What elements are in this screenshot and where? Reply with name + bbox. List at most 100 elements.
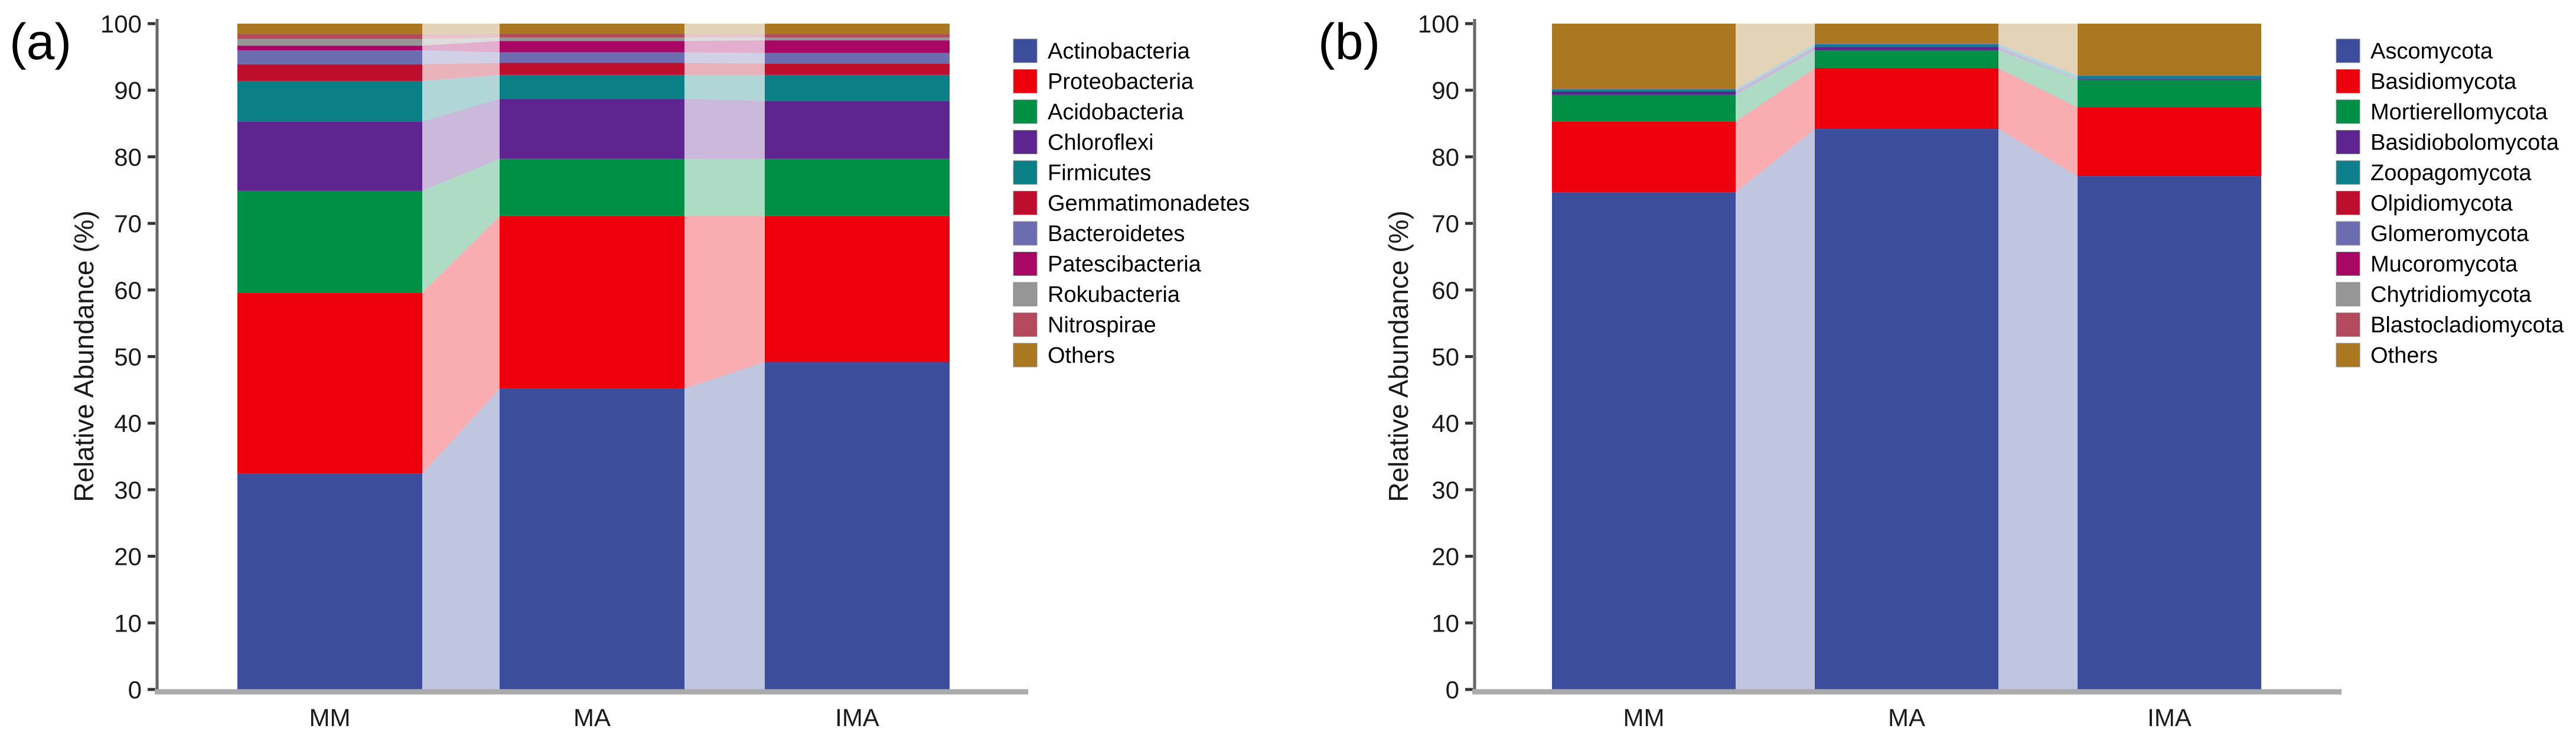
- bar-segment-Basidiomycota-MM: [1552, 121, 1736, 193]
- legend-label: Mucoromycota: [2370, 252, 2518, 277]
- y-tick-label: 0: [1446, 676, 1459, 704]
- flow-Actinobacteria: [422, 388, 500, 689]
- panel-b-legend: Ascomycota Basidiomycota Mortierellomycota…: [2336, 38, 2564, 368]
- flow-Zoopagomycota: [1998, 44, 2078, 80]
- legend-label: Chloroflexi: [1048, 131, 1154, 155]
- y-tick-label: 0: [128, 676, 142, 704]
- flow-Mortierellomycota: [1736, 50, 1815, 122]
- legend-label: Acidobacteria: [1048, 100, 1184, 125]
- bar-segment-Chloroflexi-MM: [237, 121, 422, 191]
- bar-segment-Ascomycota-MM: [1552, 192, 1736, 690]
- bar-segment-Proteobacteria-MA: [500, 216, 684, 389]
- flow-Bacteroidetes: [684, 52, 765, 64]
- panel-a: 0 10 20 30 40 50 60 70 80 90 100 MM MA IMA Actinobacte…: [100, 10, 1250, 731]
- legend-item-Others: Others: [2336, 343, 2438, 368]
- bar-segment-Gemmatimonadetes-MA: [500, 63, 684, 75]
- legend-item-Actinobacteria: Actinobacteria: [1013, 38, 1191, 64]
- panel-a-bars: [237, 24, 950, 689]
- bar-segment-Rokubacteria-MM: [237, 38, 422, 46]
- bar-segment-Patescibacteria-MM: [237, 45, 422, 51]
- bar-segment-Acidobacteria-IMA: [765, 158, 950, 216]
- y-tick-label: 50: [114, 343, 142, 371]
- bar-segment-Patescibacteria-IMA: [765, 40, 950, 53]
- bar-segment-Basidiobolomycota-MM: [1552, 91, 1736, 95]
- bar-segment-Others-IMA: [2078, 24, 2261, 76]
- bar-segment-Nitrospirae-IMA: [765, 34, 950, 38]
- bar-segment-Acidobacteria-MM: [237, 190, 422, 293]
- bar-segment-Nitrospirae-MM: [237, 34, 422, 39]
- bar-segment-Actinobacteria-MM: [237, 473, 422, 689]
- legend-item-Glomeromycota: Glomeromycota: [2336, 221, 2529, 246]
- bar-segment-Firmicutes-MA: [500, 74, 684, 99]
- legend-label: Basidiobolomycota: [2370, 131, 2559, 155]
- legend-label: Ascomycota: [2370, 39, 2493, 64]
- legend-label: Chytridiomycota: [2370, 282, 2532, 307]
- bar-segment-Actinobacteria-IMA: [765, 362, 950, 689]
- legend-item-Acidobacteria: Acidobacteria: [1013, 99, 1184, 125]
- y-tick-label: 30: [1432, 476, 1459, 504]
- flow-Chloroflexi: [422, 99, 500, 191]
- bar-segment-Chloroflexi-IMA: [765, 100, 950, 159]
- x-category-label-MM: MM: [309, 704, 351, 731]
- legend-swatch-icon: [1013, 221, 1038, 246]
- legend-swatch-icon: [2336, 99, 2360, 124]
- y-tick-label: 100: [1418, 10, 1459, 38]
- flow-Others: [1736, 24, 1815, 89]
- bar-segment-Others-MA: [1815, 24, 1998, 44]
- legend-item-Zoopagomycota: Zoopagomycota: [2336, 160, 2532, 186]
- flow-Ascomycota: [1998, 129, 2078, 690]
- legend-swatch-icon: [1013, 343, 1038, 367]
- y-tick-label: 60: [114, 276, 142, 304]
- bar-segment-Zoopagomycota-IMA: [2078, 76, 2261, 80]
- legend-item-Firmicutes: Firmicutes: [1013, 160, 1151, 186]
- flow-Basidiomycota: [1736, 68, 1815, 193]
- panel-b-flows: [1736, 24, 2078, 690]
- bar-segment-Glomeromycota-IMA: [2078, 75, 2261, 76]
- flow-Bacteroidetes: [422, 50, 500, 64]
- bar-segment-Rokubacteria-IMA: [765, 37, 950, 41]
- bar-segment-Gemmatimonadetes-MM: [237, 64, 422, 81]
- legend-item-Mortierellomycota: Mortierellomycota: [2336, 99, 2548, 125]
- y-tick-label: 10: [1432, 609, 1459, 637]
- legend-item-Olpidiomycota: Olpidiomycota: [2336, 191, 2513, 216]
- flow-Basidiobolomycota: [1998, 47, 2078, 80]
- bar-segment-Others-MM: [1552, 24, 1736, 89]
- flow-Actinobacteria: [684, 362, 765, 689]
- x-category-label-MA: MA: [1888, 704, 1925, 731]
- bar-segment-Patescibacteria-MA: [500, 41, 684, 53]
- bar-segment-Firmicutes-IMA: [765, 74, 950, 101]
- x-category-label-MM: MM: [1623, 704, 1665, 731]
- legend-swatch-icon: [2336, 221, 2360, 246]
- y-tick-label: 70: [1432, 210, 1459, 238]
- bar-segment-Ascomycota-MA: [1815, 129, 1998, 690]
- legend-label: Firmicutes: [1048, 161, 1151, 186]
- legend-label: Actinobacteria: [1048, 39, 1191, 64]
- bar-segment-Others-IMA: [765, 24, 950, 35]
- legend-swatch-icon: [2336, 191, 2360, 215]
- flow-Gemmatimonadetes: [684, 63, 765, 75]
- flow-Glomeromycota: [1998, 43, 2078, 76]
- legend-item-Chytridiomycota: Chytridiomycota: [2336, 282, 2532, 307]
- bar-segment-Actinobacteria-MA: [500, 388, 684, 689]
- y-tick-label: 30: [114, 476, 142, 504]
- legend-swatch-icon: [2336, 282, 2360, 307]
- bar-segment-Basidiobolomycota-MA: [1815, 47, 1998, 51]
- bar-segment-Mortierellomycota-MA: [1815, 50, 1998, 69]
- y-tick-label: 10: [114, 609, 142, 637]
- legend-label: Olpidiomycota: [2370, 191, 2513, 216]
- panel-a-x-labels: MM MA IMA: [309, 704, 879, 731]
- flow-Chloroflexi: [684, 99, 765, 159]
- bar-segment-Basidiobolomycota-IMA: [2078, 79, 2261, 80]
- bar-segment-Mortierellomycota-IMA: [2078, 79, 2261, 108]
- flow-Proteobacteria: [684, 216, 765, 389]
- legend-label: Gemmatimonadetes: [1048, 191, 1250, 216]
- y-tick-label: 20: [1432, 543, 1459, 571]
- y-tick-label: 40: [1432, 409, 1459, 437]
- flow-Acidobacteria: [684, 158, 765, 216]
- legend-item-Others: Others: [1013, 343, 1115, 368]
- panel-b-y-axis: 0 10 20 30 40 50 60 70 80 90 100: [1418, 10, 1476, 704]
- flow-Zoopagomycota: [1736, 44, 1815, 92]
- y-tick-label: 80: [1432, 143, 1459, 171]
